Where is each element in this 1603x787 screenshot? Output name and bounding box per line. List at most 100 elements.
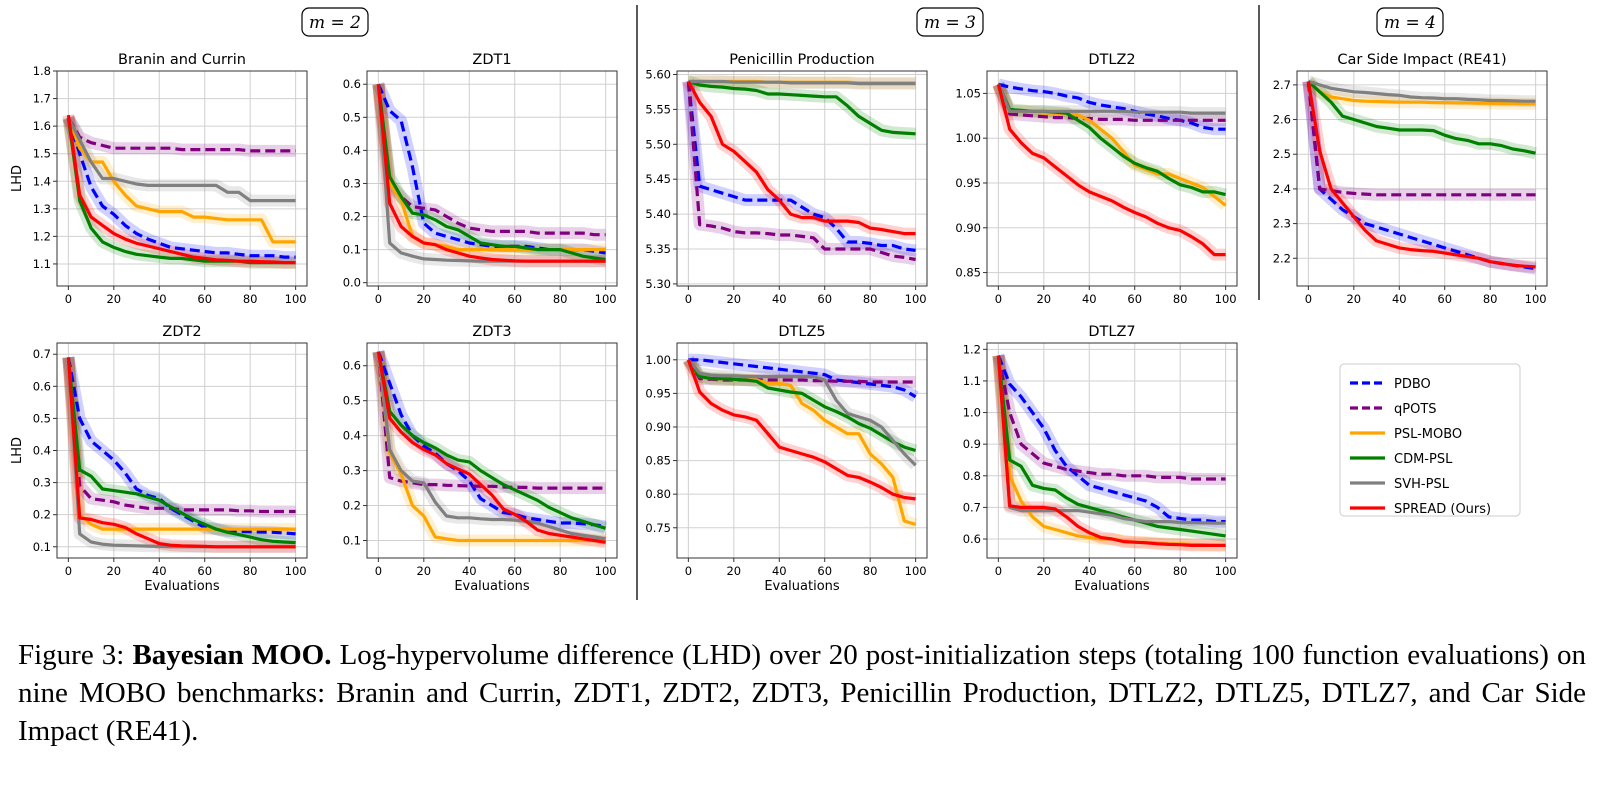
x-tick-label: 100 (595, 292, 617, 306)
x-tick-label: 0 (65, 564, 72, 578)
x-tick-label: 60 (1437, 292, 1452, 306)
y-tick-label: 0.2 (343, 210, 361, 224)
series-line-psl-mobo (66, 357, 296, 531)
group-label-box (1376, 7, 1444, 37)
subplot-title: DTLZ7 (1088, 324, 1135, 340)
y-tick-label: 1.2 (963, 342, 981, 356)
legend-label: SPREAD (Ours) (1394, 502, 1491, 517)
y-tick-label: 0.1 (343, 534, 361, 548)
group-label-text: m = 3 (924, 13, 976, 33)
y-tick-label: 1.1 (963, 374, 981, 388)
group-label-text: m = 4 (1384, 13, 1436, 33)
series-line-pdbo (66, 357, 296, 536)
subplot-car-side-impact-re41-: 0 20 40 60 80 100 2.2 2.3 2.4 2.5 2.6 2.7 Car Side I… (1273, 52, 1548, 306)
subplot-title: ZDT3 (472, 324, 511, 340)
x-tick-label: 20 (1036, 564, 1051, 578)
legend-item: CDM-PSL (1350, 452, 1453, 467)
y-tick-label: 0.90 (955, 221, 981, 235)
x-tick-label: 0 (1305, 292, 1312, 306)
x-tick-label: 40 (772, 292, 787, 306)
y-tick-label: 0.90 (645, 420, 671, 434)
plot-area (677, 71, 927, 286)
series-line-psl-mobo (1307, 80, 1536, 106)
legend-label: CDM-PSL (1394, 452, 1453, 467)
x-tick-label: 60 (817, 292, 832, 306)
x-tick-label: 80 (1173, 292, 1188, 306)
series-line-svh-psl (1307, 79, 1536, 103)
y-tick-label: 2.4 (1273, 182, 1291, 196)
series-line-qpots (686, 81, 916, 262)
y-tick-label: 0.80 (645, 487, 671, 501)
y-tick-label: 1.4 (33, 174, 51, 188)
series-line-pdbo (376, 83, 606, 255)
legend-item: SVH-PSL (1350, 477, 1450, 492)
group-label: m = 2 (301, 7, 369, 37)
x-tick-label: 80 (553, 292, 568, 306)
y-tick-label: 0.75 (645, 521, 671, 535)
y-tick-label: 2.5 (1273, 147, 1291, 161)
y-tick-label: 0.6 (343, 77, 361, 91)
x-tick-label: 60 (507, 564, 522, 578)
x-tick-label: 40 (462, 292, 477, 306)
y-tick-label: 0.7 (33, 347, 51, 361)
y-tick-label: 5.60 (645, 67, 671, 81)
y-tick-label: 1.00 (955, 131, 981, 145)
series-line-spread-ours- (996, 84, 1226, 257)
y-tick-label: 2.7 (1273, 78, 1291, 92)
legend: PDBO qPOTS PSL-MOBO CDM-PSL SVH-PSL SPREAD (O… (1339, 363, 1521, 517)
x-tick-label: 100 (905, 292, 927, 306)
series-line-pdbo (66, 117, 296, 259)
x-tick-label: 60 (1127, 564, 1142, 578)
series-line-svh-psl (996, 83, 1226, 115)
y-tick-label: 0.4 (33, 444, 51, 458)
axes-frame (986, 70, 1238, 287)
series-line-qpots (376, 351, 606, 490)
x-tick-label: 40 (462, 564, 477, 578)
x-tick-label: 80 (243, 292, 258, 306)
plot-area (367, 343, 617, 558)
x-tick-label: 40 (1392, 292, 1407, 306)
y-tick-label: 0.5 (33, 411, 51, 425)
subplot-title: Car Side Impact (RE41) (1337, 52, 1506, 68)
axes-frame (56, 70, 308, 287)
subplot-dtlz7: 0 20 40 60 80 100 0.6 0.7 0.8 0.9 1.0 1.1 1.2 DTLZ7 Ev… (963, 324, 1238, 594)
subplot-dtlz5: 0 20 40 60 80 100 0.75 0.80 0.85 0.90 0.95 1.00 DTLZ… (645, 324, 928, 594)
y-tick-label: 0.5 (343, 394, 361, 408)
x-tick-label: 20 (726, 564, 741, 578)
series-line-psl-mobo (376, 351, 606, 543)
series-line-spread-ours- (376, 84, 606, 263)
series-line-qpots (996, 355, 1226, 481)
series-line-psl-mobo (66, 117, 296, 244)
series-line-cdm-psl (687, 79, 916, 136)
y-tick-label: 0.7 (963, 500, 981, 514)
x-tick-label: 40 (772, 564, 787, 578)
y-tick-label: 0.95 (645, 386, 671, 400)
y-tick-label: 0.4 (343, 429, 361, 443)
y-tick-label: 0.95 (955, 176, 981, 190)
series-line-pdbo (688, 358, 917, 399)
x-tick-label: 100 (595, 564, 617, 578)
y-tick-label: 0.6 (33, 379, 51, 393)
x-tick-label: 40 (152, 292, 167, 306)
series-line-pdbo (996, 355, 1226, 524)
x-tick-label: 60 (507, 292, 522, 306)
x-tick-label: 0 (65, 292, 72, 306)
x-tick-label: 60 (197, 292, 212, 306)
series-line-spread-ours- (66, 114, 296, 265)
subplot-zdt3: 0 20 40 60 80 100 0.1 0.2 0.3 0.4 0.5 0.6 ZDT3 Evalua… (343, 324, 618, 594)
y-tick-label: 0.3 (33, 476, 51, 490)
y-tick-label: 1.0 (963, 406, 981, 420)
series-line-svh-psl (376, 351, 606, 541)
x-tick-label: 80 (553, 564, 568, 578)
series-line-cdm-psl (687, 358, 917, 453)
legend-item: SPREAD (Ours) (1350, 502, 1491, 517)
y-tick-label: 1.6 (33, 119, 51, 133)
x-tick-label: 0 (995, 564, 1002, 578)
axes-frame (366, 70, 618, 287)
series-line-spread-ours- (996, 355, 1226, 548)
x-tick-label: 60 (1127, 292, 1142, 306)
series-line-svh-psl (688, 79, 916, 86)
x-tick-label: 20 (416, 292, 431, 306)
figure: m = 2 m = 3 m = 4 0 20 40 60 80 100 1.1 1.2 1.3 1.4 1… (10, 5, 1548, 600)
y-tick-label: 5.30 (645, 277, 671, 291)
